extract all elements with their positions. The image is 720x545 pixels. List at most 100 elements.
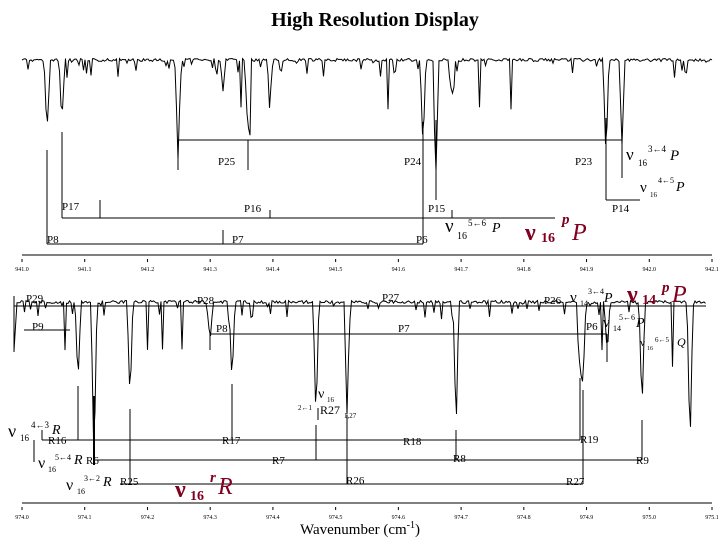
lower-x-tick-label: 974.9 — [580, 515, 594, 521]
upper-band-nu16-3-4-P: ν 16 3←4 P — [626, 144, 679, 168]
svg-text:ν: ν — [603, 315, 610, 331]
upper-label-p15: P15 — [428, 203, 446, 215]
lower-label-p6: P6 — [586, 321, 598, 333]
lower-tick-labels: 974.0 974.1 974.2 974.3 974.4 974.5 974.6 974.7… — [15, 507, 719, 521]
upper-label-p7: P7 — [232, 234, 244, 246]
lower-label-p7: P7 — [398, 323, 410, 335]
svg-text:P: P — [671, 282, 687, 308]
svg-text:16: 16 — [647, 346, 653, 352]
lower-band-nu16-6-5-Q: ν 16 6←5 Q — [640, 335, 686, 352]
lower-label-r19: R19 — [580, 434, 599, 446]
svg-text:ν: ν — [640, 337, 645, 349]
lower-label-p29: P29 — [26, 293, 44, 305]
upper-x-tick-label: 941.6 — [392, 267, 406, 273]
svg-text:16: 16 — [541, 231, 555, 246]
svg-text:R27: R27 — [320, 403, 340, 417]
lower-label-r17: R17 — [222, 435, 241, 447]
svg-text:4←5: 4←5 — [658, 176, 674, 185]
upper-assignment-brackets — [46, 118, 640, 245]
lower-label-r25: R25 — [120, 476, 139, 488]
lower-band-nu14-pP: ν 14 p P — [626, 280, 687, 308]
lower-band-nu16-4-3-R: ν 16 4←3 R — [8, 420, 61, 443]
svg-text:ν: ν — [570, 290, 577, 306]
svg-text:5←4: 5←4 — [55, 453, 71, 462]
lower-band-nu16-rR: ν 16 r R — [174, 470, 233, 504]
lower-band-nu14-5-6-P: ν 14 5←6 P — [603, 313, 645, 333]
lower-x-tick-label: 974.8 — [517, 515, 531, 521]
lower-spectrum-trace — [13, 298, 706, 439]
svg-text:5←6: 5←6 — [619, 313, 635, 322]
upper-label-p17: P17 — [62, 201, 80, 213]
upper-label-p23: P23 — [575, 156, 593, 168]
upper-x-tick-label: 941.5 — [329, 267, 343, 273]
upper-x-tick-label: 941.9 — [580, 267, 594, 273]
upper-band-nu16-pP: ν 16 p P — [524, 212, 587, 246]
lower-x-tick-label: 974.5 — [329, 515, 343, 521]
svg-text:16: 16 — [327, 396, 335, 404]
lower-label-r8: R8 — [453, 453, 466, 465]
upper-x-tick-label: 941.2 — [141, 267, 155, 273]
lower-x-tick-label: 974.3 — [203, 515, 217, 521]
svg-text:14: 14 — [642, 293, 656, 308]
svg-text:R: R — [102, 475, 112, 490]
svg-text:1,27: 1,27 — [344, 412, 357, 420]
svg-text:16: 16 — [190, 489, 204, 504]
svg-text:16: 16 — [77, 487, 85, 496]
svg-text:14: 14 — [613, 324, 621, 333]
svg-text:ν: ν — [8, 421, 16, 441]
lower-x-tick-label: 975.1 — [705, 515, 719, 521]
lower-x-tick-label: 974.7 — [454, 515, 468, 521]
lower-label-r18: R18 — [403, 436, 422, 448]
lower-assignment-brackets — [13, 296, 706, 485]
svg-text:P: P — [635, 316, 645, 331]
svg-text:P: P — [571, 220, 587, 246]
upper-label-p8: P8 — [47, 234, 59, 246]
svg-text:16: 16 — [20, 433, 30, 443]
upper-label-p25: P25 — [218, 156, 236, 168]
svg-text:ν: ν — [626, 282, 638, 308]
svg-text:16: 16 — [457, 231, 467, 242]
upper-band-nu16-5-6-P: ν 16 5←6 P — [445, 216, 501, 242]
lower-label-p9: P9 — [32, 321, 44, 333]
svg-text:R: R — [51, 423, 61, 438]
svg-text:P: P — [675, 180, 685, 195]
lower-label-r27: R27 — [566, 476, 585, 488]
svg-text:5←6: 5←6 — [468, 218, 487, 228]
lower-x-tick-label: 974.1 — [78, 515, 92, 521]
upper-label-p14: P14 — [612, 203, 630, 215]
upper-label-p6: P6 — [416, 234, 428, 246]
x-axis-label: Wavenumber (cm-1) — [300, 520, 420, 538]
upper-x-tick-label: 941.3 — [203, 267, 217, 273]
lower-x-tick-label: 974.6 — [392, 515, 406, 521]
lower-label-p8: P8 — [216, 323, 228, 335]
svg-text:ν: ν — [38, 455, 45, 472]
svg-text:ν: ν — [640, 180, 647, 196]
svg-text:2←1: 2←1 — [298, 404, 313, 412]
svg-text:Q: Q — [677, 335, 686, 349]
upper-band-nu16-4-5-P: ν 16 4←5 P — [640, 176, 685, 199]
upper-x-tick-label: 941.0 — [15, 267, 29, 273]
lower-band-nu14-3-4-P: ν 14 3←4 P — [570, 287, 613, 308]
upper-x-tick-label: 941.4 — [266, 267, 280, 273]
svg-text:ν: ν — [318, 387, 324, 402]
svg-text:6←5: 6←5 — [655, 336, 670, 344]
svg-text:R: R — [217, 474, 233, 500]
svg-text:ν: ν — [445, 216, 454, 237]
lower-x-tick-label: 974.2 — [141, 515, 155, 521]
upper-x-tick-label: 942.1 — [705, 267, 719, 273]
upper-spectrum-trace — [21, 56, 713, 171]
svg-text:P: P — [603, 291, 613, 306]
svg-text:14: 14 — [580, 299, 588, 308]
svg-text:ν: ν — [524, 220, 536, 246]
svg-text:P: P — [669, 148, 679, 164]
svg-text:3←4: 3←4 — [588, 287, 604, 296]
svg-text:3←2: 3←2 — [84, 474, 100, 483]
upper-tick-labels: 941.0 941.1 941.2 941.3 941.4 941.5 941.6 941.7… — [15, 259, 719, 273]
figure-title: High Resolution Display — [271, 9, 479, 31]
lower-label-r9: R9 — [636, 455, 649, 467]
svg-text:p: p — [660, 280, 670, 296]
lower-label-r7: R7 — [272, 455, 285, 467]
svg-text:3←4: 3←4 — [648, 144, 667, 154]
